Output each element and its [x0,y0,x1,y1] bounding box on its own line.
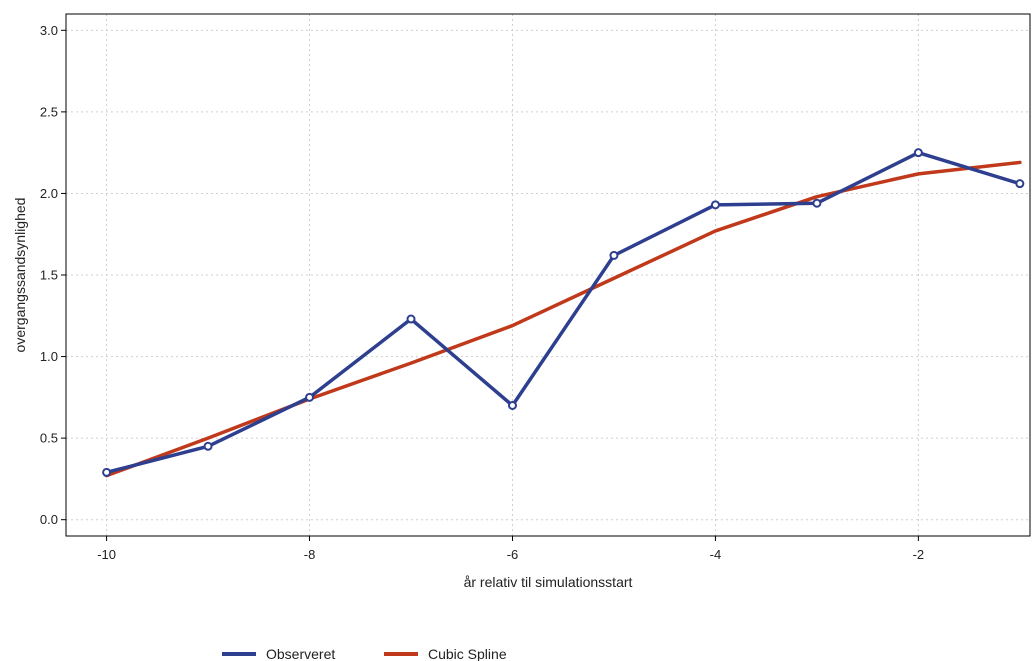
x-tick-label: -6 [507,547,519,562]
y-tick-label: 2.5 [40,104,58,119]
legend-item-cubic-spline: Cubic Spline [384,646,507,661]
data-point-observeret [913,148,923,158]
x-tick-label: -8 [304,547,316,562]
y-axis-title: overgangssandsynlighed [12,198,28,353]
series-line-observeret [104,150,1022,475]
data-point-observeret [507,401,517,410]
y-tick-label: 0.5 [40,431,58,446]
x-axis-title: år relativ til simulationsstart [464,574,633,590]
y-tick-label: 1.5 [40,268,58,283]
data-point-observeret [609,250,619,260]
y-tick-label: 2.0 [40,186,58,201]
y-tick-label: 0.0 [40,512,58,527]
legend: Observeret Cubic Spline [222,646,507,661]
data-point-observeret [203,441,213,451]
series-line-cubic-spline [104,160,1022,478]
series-layer [102,148,1025,478]
x-tick-label: -2 [913,547,925,562]
axes: -10 -8 -6 -4 -2 0.0 0.5 1.0 1.5 2.0 2.5 3.0 [40,23,924,562]
data-point-observeret [102,467,112,477]
data-point-observeret [406,314,416,324]
legend-item-observeret: Observeret [222,646,335,661]
data-point-observeret [812,198,822,208]
data-point-observeret [305,392,315,402]
y-tick-label: 1.0 [40,349,58,364]
y-tick-label: 3.0 [40,23,58,38]
legend-label-observeret: Observeret [266,646,335,661]
x-tick-label: -4 [710,547,722,562]
data-point-observeret [710,200,720,210]
legend-label-cubic-spline: Cubic Spline [428,646,507,661]
data-point-observeret [1015,179,1025,189]
grid-lines [66,14,1030,536]
x-tick-label: -10 [97,547,116,562]
